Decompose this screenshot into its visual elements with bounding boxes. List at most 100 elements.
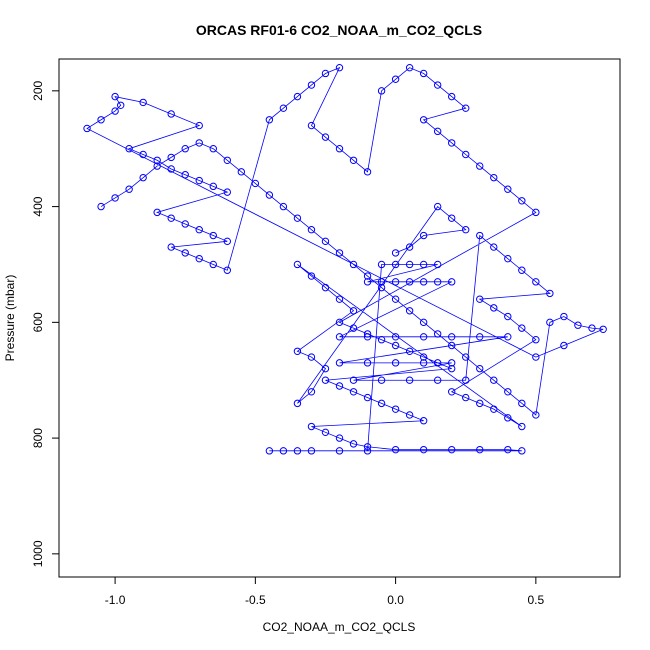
data-point — [391, 333, 400, 341]
data-point — [405, 278, 414, 286]
data-point — [532, 336, 540, 344]
data-point — [448, 388, 456, 396]
y-tick-label: 200 — [31, 81, 45, 101]
data-point — [532, 411, 540, 419]
data-point — [391, 249, 400, 257]
x-tick-label: -0.5 — [245, 593, 266, 607]
y-tick-label: 800 — [31, 428, 45, 448]
data-point — [419, 116, 428, 124]
data-point — [363, 443, 372, 451]
data-point — [153, 208, 161, 217]
data-point — [448, 278, 456, 286]
data-point — [405, 376, 414, 384]
data-point — [293, 399, 302, 408]
data-point — [349, 260, 358, 269]
data-point — [195, 254, 203, 263]
data-point — [335, 145, 344, 153]
data-point — [223, 188, 232, 196]
data-point — [518, 324, 526, 332]
data-point — [195, 139, 203, 147]
data-point — [433, 127, 442, 136]
data-point — [448, 214, 456, 222]
data-point — [307, 272, 316, 280]
data-point — [377, 399, 386, 408]
data-point — [167, 165, 175, 173]
data-point — [391, 445, 400, 454]
data-point — [490, 173, 498, 182]
data-point — [265, 191, 274, 199]
data-point — [293, 347, 302, 355]
data-point — [321, 133, 330, 141]
x-tick-label: 0.5 — [528, 593, 545, 607]
data-point — [490, 304, 498, 312]
data-point — [476, 399, 484, 408]
data-point — [363, 272, 372, 280]
data-point — [265, 447, 274, 455]
data-point — [139, 150, 147, 159]
y-axis-label: Pressure (mbar) — [3, 275, 17, 362]
data-point — [391, 359, 400, 367]
data-point — [209, 145, 217, 153]
data-point — [321, 364, 330, 373]
data-point — [167, 110, 175, 118]
data-point — [391, 295, 400, 303]
data-point — [363, 330, 372, 338]
data-point — [321, 69, 330, 78]
y-tick-label: 600 — [31, 312, 45, 332]
data-point — [335, 295, 344, 303]
data-point — [391, 405, 400, 413]
data-point — [391, 341, 400, 350]
data-point — [532, 208, 540, 217]
data-point — [139, 98, 147, 107]
data-point — [462, 393, 470, 402]
data-point — [223, 266, 232, 274]
data-point — [462, 104, 470, 112]
data-point — [419, 318, 428, 327]
data-point — [335, 434, 344, 442]
data-point — [588, 324, 596, 332]
data-point — [433, 278, 442, 286]
data-point — [293, 260, 302, 269]
data-point — [377, 278, 386, 286]
data-point — [293, 92, 302, 101]
data-point — [490, 376, 498, 384]
data-point — [335, 382, 344, 390]
data-point — [321, 283, 330, 292]
data-point — [518, 197, 526, 205]
data-point — [279, 447, 288, 455]
data-point — [419, 353, 428, 361]
data-point — [462, 150, 470, 159]
data-point — [448, 341, 456, 350]
series-line — [86, 66, 604, 452]
data-point — [195, 226, 203, 234]
data-point — [391, 75, 400, 83]
data-point — [476, 445, 484, 454]
data-point — [490, 243, 498, 251]
data-point — [405, 63, 414, 72]
data-point — [433, 376, 442, 384]
data-point — [307, 447, 316, 455]
data-point — [335, 318, 344, 327]
data-point — [546, 289, 554, 298]
x-tick-label: 0.0 — [387, 593, 404, 607]
data-point — [391, 278, 400, 286]
data-point — [518, 266, 526, 274]
data-point — [433, 260, 442, 269]
data-point — [405, 260, 414, 269]
data-point — [153, 162, 161, 170]
data-point — [97, 202, 105, 211]
data-point — [448, 445, 456, 454]
data-point — [419, 231, 428, 240]
data-point — [349, 376, 358, 384]
data-point — [504, 445, 512, 454]
data-point — [349, 156, 358, 164]
data-point — [209, 260, 217, 269]
data-point — [349, 307, 358, 315]
data-point — [363, 447, 372, 455]
x-axis: -1.0 -0.5 0.0 0.5 — [105, 577, 545, 607]
data-point — [504, 185, 512, 193]
data-point — [321, 237, 330, 246]
data-point — [181, 249, 189, 257]
x-tick-label: -1.0 — [105, 593, 126, 607]
